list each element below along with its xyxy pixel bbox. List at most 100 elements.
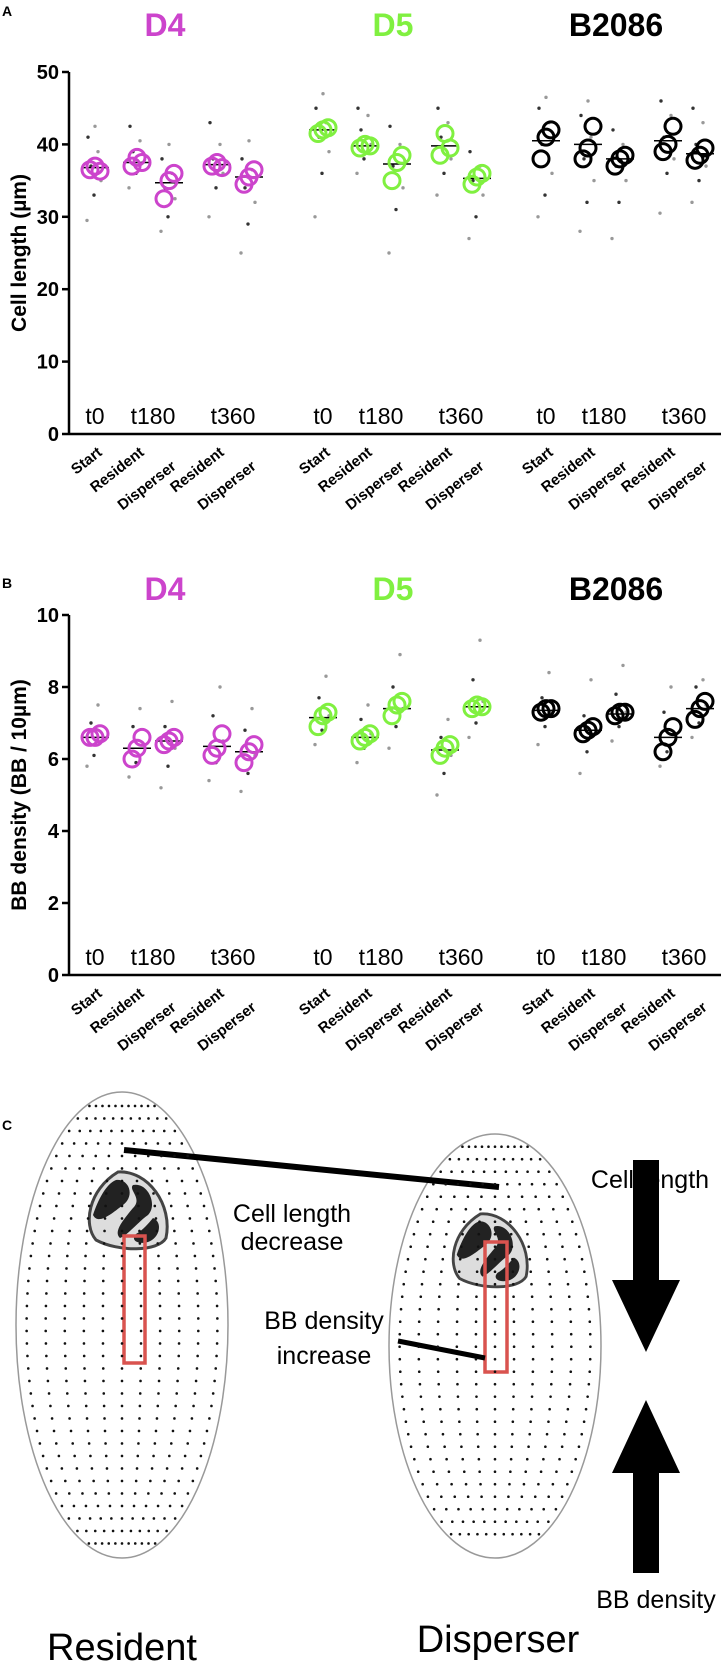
- replicate-mean: [392, 145, 412, 165]
- basal-body: [453, 1195, 456, 1199]
- basal-body: [144, 1504, 148, 1508]
- cell-point: [163, 724, 167, 729]
- basal-body: [103, 1229, 106, 1233]
- basal-body: [138, 1392, 142, 1395]
- basal-body: [475, 1420, 479, 1424]
- basal-body: [67, 1404, 70, 1408]
- cell-point: [694, 685, 698, 689]
- basal-body: [108, 1142, 112, 1145]
- basal-body: [548, 1407, 551, 1411]
- basal-body: [29, 1254, 33, 1258]
- basal-body: [83, 1379, 87, 1383]
- basal-body: [215, 1342, 219, 1345]
- replicate-mean: [164, 727, 184, 747]
- basal-body: [71, 1204, 75, 1208]
- timepoint-label: t360: [439, 403, 484, 429]
- basal-body: [180, 1179, 184, 1183]
- basal-body: [513, 1145, 516, 1149]
- basal-body: [432, 1182, 435, 1186]
- basal-body: [510, 1445, 514, 1449]
- basal-body: [168, 1504, 172, 1508]
- basal-body: [120, 1417, 124, 1420]
- basal-body: [458, 1420, 461, 1424]
- basal-body: [150, 1467, 154, 1470]
- cell-point: [672, 157, 676, 161]
- cell-point: [321, 92, 325, 96]
- basal-body: [171, 1217, 175, 1220]
- basal-body: [587, 1307, 591, 1311]
- basal-body: [444, 1182, 447, 1186]
- basal-body: [588, 1320, 592, 1324]
- basal-body: [89, 1129, 92, 1133]
- cell-point: [621, 142, 625, 147]
- basal-body: [477, 1232, 481, 1236]
- basal-body: [186, 1492, 190, 1495]
- basal-body: [493, 1470, 497, 1474]
- cell-point: [446, 120, 450, 125]
- cell-point: [159, 229, 163, 233]
- basal-body: [550, 1382, 553, 1386]
- basal-body: [33, 1417, 36, 1420]
- timepoint-label: t360: [662, 944, 707, 970]
- basal-body: [474, 1345, 478, 1349]
- basal-body: [26, 1292, 29, 1295]
- basal-body: [493, 1157, 497, 1161]
- basal-body: [413, 1457, 416, 1461]
- panel-label: B: [2, 575, 12, 591]
- cell-point: [471, 678, 475, 682]
- basal-body: [177, 1167, 180, 1170]
- basal-body: [211, 1254, 215, 1258]
- basal-body: [139, 1342, 143, 1345]
- basal-body: [457, 1507, 460, 1511]
- cell-point: [127, 186, 131, 190]
- basal-body: [156, 1529, 159, 1533]
- basal-body: [138, 1417, 141, 1420]
- basal-body: [542, 1507, 546, 1511]
- basal-body: [45, 1467, 49, 1470]
- cell-point: [394, 207, 398, 212]
- cell-point: [327, 149, 331, 154]
- basal-body: [73, 1454, 76, 1458]
- basal-body: [55, 1154, 58, 1158]
- basal-body: [82, 1304, 86, 1308]
- cell-point: [658, 764, 662, 768]
- basal-body: [50, 1167, 53, 1170]
- y-tick-label: 6: [48, 749, 59, 771]
- basal-body: [531, 1307, 534, 1311]
- timepoint-label: t0: [85, 403, 104, 429]
- basal-body: [135, 1467, 139, 1470]
- basal-body: [425, 1195, 429, 1199]
- basal-body: [101, 1317, 105, 1320]
- cell-point: [665, 750, 669, 754]
- basal-body: [537, 1170, 540, 1174]
- basal-body: [566, 1482, 569, 1486]
- cell-point: [435, 193, 439, 197]
- basal-body: [474, 1145, 477, 1149]
- cell-point: [474, 721, 478, 725]
- replicate-mean: [583, 116, 603, 136]
- basal-body: [481, 1507, 485, 1511]
- basal-body: [526, 1145, 529, 1149]
- basal-body: [83, 1267, 87, 1270]
- replicate-mean: [472, 163, 492, 183]
- basal-body: [28, 1267, 31, 1270]
- basal-body: [131, 1129, 134, 1133]
- basal-body: [84, 1504, 88, 1508]
- basal-body: [177, 1317, 181, 1320]
- basal-body: [160, 1492, 163, 1495]
- basal-body: [72, 1142, 76, 1145]
- cell-point: [582, 714, 586, 718]
- basal-body: [419, 1395, 423, 1399]
- basal-body: [409, 1245, 413, 1249]
- basal-body: [569, 1320, 573, 1324]
- basal-body: [474, 1307, 478, 1311]
- cell-point: [247, 139, 251, 143]
- basal-body: [137, 1217, 141, 1220]
- replicate-mean: [382, 706, 402, 726]
- timepoint-label: t360: [662, 403, 707, 429]
- basal-body: [66, 1254, 69, 1258]
- basal-body: [196, 1292, 199, 1295]
- basal-body: [458, 1532, 462, 1536]
- basal-body: [190, 1417, 194, 1420]
- basal-body: [398, 1345, 401, 1349]
